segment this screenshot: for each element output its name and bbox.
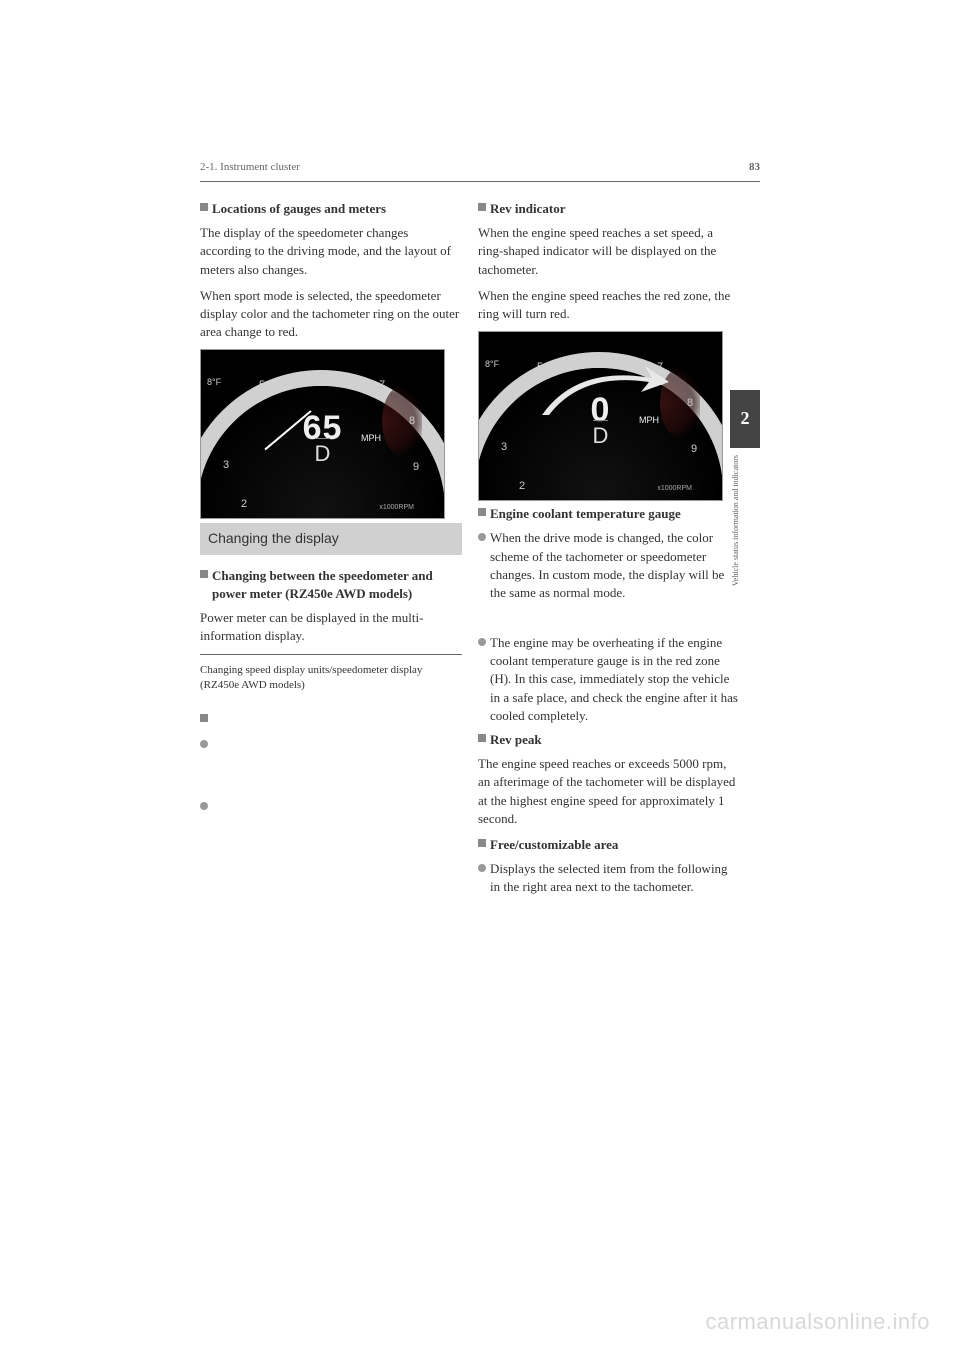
gauge-screenshot-1: 8°F 2 3 4 5 6 7 8 9 65 MPH D x1000RPM	[200, 349, 445, 519]
square-bullet-icon	[478, 203, 486, 211]
body-text: When the engine speed reaches a set spee…	[478, 224, 740, 279]
heading-row: Free/customizable area	[478, 836, 740, 854]
gauge-screenshot-2: 8°F 2 3 4 5 6 7 8 9 0 MPH D x1000RPM	[478, 331, 723, 501]
page-header: 2-1. Instrument cluster 83	[200, 160, 760, 182]
square-bullet-icon	[478, 508, 486, 516]
body-text: When sport mode is selected, the speedom…	[200, 287, 462, 342]
circle-bullet-icon	[478, 864, 486, 872]
header-section: 2-1. Instrument cluster	[200, 160, 300, 175]
heading-row: Engine coolant temperature gauge	[478, 505, 740, 523]
square-bullet-icon	[200, 570, 208, 578]
heading-row: Rev indicator	[478, 200, 740, 218]
temp-readout: 8°F	[207, 376, 221, 389]
heading-row: Locations of gauges and meters	[200, 200, 462, 218]
divider	[200, 654, 462, 655]
bullet-text: The engine may be overheating if the eng…	[490, 634, 740, 725]
gear-readout: D	[315, 438, 331, 470]
right-column: Rev indicator When the engine speed reac…	[478, 200, 740, 901]
rpm-label: x1000RPM	[657, 484, 692, 494]
footnote-text: Changing speed display units/speedometer…	[200, 663, 462, 694]
bullet-text: When the drive mode is changed, the colo…	[490, 529, 740, 602]
speed-unit: MPH	[639, 414, 659, 427]
bullet-row: The engine may be overheating if the eng…	[478, 634, 740, 725]
chapter-number: 2	[741, 406, 750, 431]
section-bar-label: Changing the display	[208, 530, 339, 546]
circle-bullet-icon	[478, 638, 486, 646]
heading-text: Free/customizable area	[490, 836, 618, 854]
bullet-text: Displays the selected item from the foll…	[490, 860, 740, 896]
heading-row: Rev peak	[478, 731, 740, 749]
rpm-label: x1000RPM	[379, 503, 414, 513]
page-number: 83	[749, 160, 760, 175]
heading-row: Changing between the speedometer and pow…	[200, 567, 462, 603]
circle-bullet-icon	[478, 533, 486, 541]
bullet-row: placeholder text line	[200, 736, 462, 754]
body-text: The display of the speedometer changes a…	[200, 224, 462, 279]
body-text: The engine speed reaches or exceeds 5000…	[478, 755, 740, 828]
square-bullet-icon	[478, 839, 486, 847]
circle-bullet-icon	[200, 740, 208, 748]
heading-text: Changing between the speedometer and pow…	[212, 567, 462, 603]
left-column: Locations of gauges and meters The displ…	[200, 200, 462, 901]
temp-readout: 8°F	[485, 358, 499, 371]
heading-text: Rev peak	[490, 731, 542, 749]
heading-text: Engine coolant temperature gauge	[490, 505, 681, 523]
watermark: carmanualsonline.info	[705, 1307, 930, 1338]
gear-readout: D	[593, 420, 609, 452]
heading-text: Rev indicator	[490, 200, 565, 218]
section-bar: Changing the display	[200, 523, 462, 555]
square-bullet-icon	[478, 734, 486, 742]
circle-bullet-icon	[200, 802, 208, 810]
bullet-row: Displays the selected item from the foll…	[478, 860, 740, 896]
body-text: Power meter can be displayed in the mult…	[200, 609, 462, 645]
bullet-row: When the drive mode is changed, the colo…	[478, 529, 740, 602]
bullet-row: placeholder text line	[200, 798, 462, 816]
heading-row: placeholder	[200, 711, 462, 729]
body-text: When the engine speed reaches the red zo…	[478, 287, 740, 323]
content-area: Locations of gauges and meters The displ…	[200, 200, 740, 901]
heading-text: Locations of gauges and meters	[212, 200, 386, 218]
square-bullet-icon	[200, 714, 208, 722]
square-bullet-icon	[200, 203, 208, 211]
speed-unit: MPH	[361, 432, 381, 445]
